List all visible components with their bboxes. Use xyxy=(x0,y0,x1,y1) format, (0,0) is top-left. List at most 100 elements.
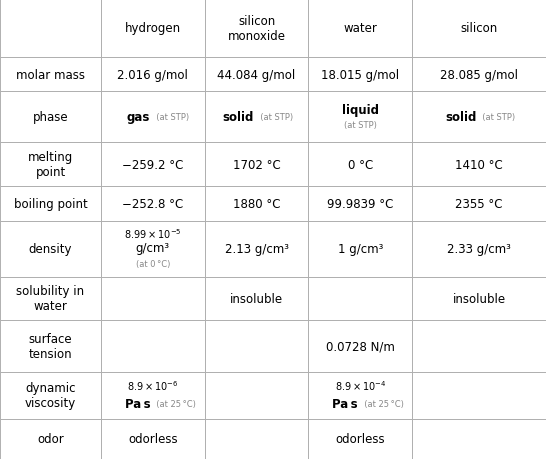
Text: g/cm³: g/cm³ xyxy=(136,241,170,255)
Bar xyxy=(0,372,101,419)
Text: 28.085 g/mol: 28.085 g/mol xyxy=(440,68,518,81)
Text: silicon: silicon xyxy=(460,22,498,35)
Bar xyxy=(308,372,412,419)
Text: 2.016 g/mol: 2.016 g/mol xyxy=(117,68,188,81)
Bar xyxy=(101,57,205,92)
Bar xyxy=(101,320,205,372)
Text: 44.084 g/mol: 44.084 g/mol xyxy=(217,68,296,81)
Text: water: water xyxy=(343,22,377,35)
Text: 2355 °C: 2355 °C xyxy=(455,197,503,210)
Text: boiling point: boiling point xyxy=(14,197,87,210)
Bar xyxy=(308,92,412,143)
Text: 2.13 g/cm³: 2.13 g/cm³ xyxy=(224,243,289,256)
Text: silicon
monoxide: silicon monoxide xyxy=(228,15,286,43)
Bar xyxy=(101,0,205,57)
Text: insoluble: insoluble xyxy=(453,292,506,305)
Bar xyxy=(101,277,205,320)
Bar xyxy=(308,0,412,57)
Text: dynamic
viscosity: dynamic viscosity xyxy=(25,381,76,409)
Bar xyxy=(205,187,308,221)
Text: 0.0728 N/m: 0.0728 N/m xyxy=(326,340,395,353)
Text: 1410 °C: 1410 °C xyxy=(455,158,503,171)
Bar xyxy=(0,187,101,221)
Bar xyxy=(308,221,412,277)
Bar xyxy=(412,143,546,187)
Text: Pa s: Pa s xyxy=(332,397,358,410)
Text: hydrogen: hydrogen xyxy=(125,22,181,35)
Text: (at STP): (at STP) xyxy=(344,120,377,129)
Text: surface
tension: surface tension xyxy=(29,332,72,360)
Bar xyxy=(101,187,205,221)
Bar xyxy=(101,372,205,419)
Bar xyxy=(205,372,308,419)
Bar xyxy=(308,277,412,320)
Bar xyxy=(412,57,546,92)
Bar xyxy=(0,320,101,372)
Bar xyxy=(101,221,205,277)
Bar xyxy=(0,143,101,187)
Bar xyxy=(205,92,308,143)
Text: 99.9839 °C: 99.9839 °C xyxy=(327,197,394,210)
Text: (at STP): (at STP) xyxy=(477,113,515,122)
Text: 18.015 g/mol: 18.015 g/mol xyxy=(321,68,400,81)
Bar xyxy=(205,221,308,277)
Text: $8.99\times10^{-5}$: $8.99\times10^{-5}$ xyxy=(124,227,182,241)
Text: 1 g/cm³: 1 g/cm³ xyxy=(337,243,383,256)
Bar xyxy=(205,419,308,459)
Text: solid: solid xyxy=(445,111,476,124)
Text: odorless: odorless xyxy=(128,432,177,446)
Bar xyxy=(205,0,308,57)
Text: (at STP): (at STP) xyxy=(255,113,293,122)
Bar xyxy=(0,277,101,320)
Text: solid: solid xyxy=(223,111,254,124)
Bar xyxy=(412,419,546,459)
Bar xyxy=(0,419,101,459)
Text: density: density xyxy=(29,243,72,256)
Text: (at STP): (at STP) xyxy=(151,113,189,122)
Text: (at 25 °C): (at 25 °C) xyxy=(359,399,403,409)
Bar xyxy=(412,372,546,419)
Bar xyxy=(101,419,205,459)
Bar xyxy=(101,92,205,143)
Bar xyxy=(308,187,412,221)
Text: gas: gas xyxy=(127,111,150,124)
Text: Pa s: Pa s xyxy=(124,397,150,410)
Bar xyxy=(205,57,308,92)
Text: odor: odor xyxy=(37,432,64,446)
Bar xyxy=(0,92,101,143)
Bar xyxy=(308,320,412,372)
Text: liquid: liquid xyxy=(342,104,379,117)
Bar xyxy=(0,0,101,57)
Bar xyxy=(205,320,308,372)
Text: (at 25 °C): (at 25 °C) xyxy=(151,399,196,409)
Bar xyxy=(101,143,205,187)
Bar xyxy=(412,0,546,57)
Bar xyxy=(412,92,546,143)
Text: 1880 °C: 1880 °C xyxy=(233,197,280,210)
Text: phase: phase xyxy=(33,111,68,124)
Text: melting
point: melting point xyxy=(28,151,73,179)
Text: 1702 °C: 1702 °C xyxy=(233,158,281,171)
Bar xyxy=(412,277,546,320)
Bar xyxy=(308,57,412,92)
Text: (at 0 °C): (at 0 °C) xyxy=(136,260,170,269)
Bar xyxy=(205,277,308,320)
Bar xyxy=(412,320,546,372)
Bar xyxy=(308,143,412,187)
Bar xyxy=(412,221,546,277)
Bar xyxy=(0,57,101,92)
Text: $8.9\times10^{-4}$: $8.9\times10^{-4}$ xyxy=(335,378,386,392)
Text: $8.9\times10^{-6}$: $8.9\times10^{-6}$ xyxy=(127,378,179,392)
Text: −252.8 °C: −252.8 °C xyxy=(122,197,183,210)
Text: insoluble: insoluble xyxy=(230,292,283,305)
Text: 0 °C: 0 °C xyxy=(348,158,373,171)
Text: 2.33 g/cm³: 2.33 g/cm³ xyxy=(447,243,511,256)
Bar xyxy=(0,221,101,277)
Text: molar mass: molar mass xyxy=(16,68,85,81)
Text: odorless: odorless xyxy=(336,432,385,446)
Text: solubility in
water: solubility in water xyxy=(16,285,85,313)
Text: −259.2 °C: −259.2 °C xyxy=(122,158,183,171)
Bar xyxy=(308,419,412,459)
Bar xyxy=(205,143,308,187)
Bar xyxy=(412,187,546,221)
